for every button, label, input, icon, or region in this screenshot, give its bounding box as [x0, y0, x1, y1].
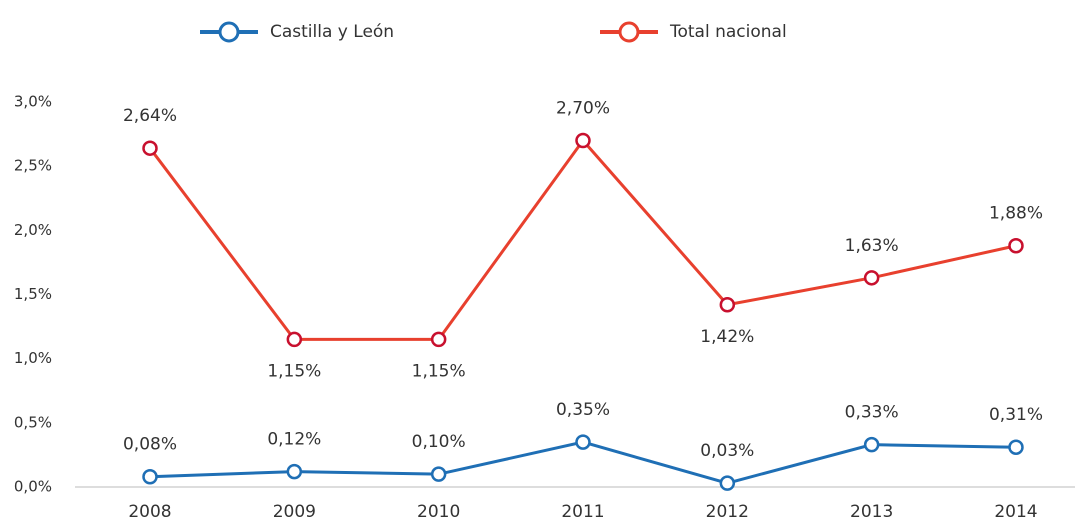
point — [575, 434, 591, 450]
data-label: 1,42% — [700, 327, 754, 347]
data-label: 0,12% — [267, 430, 321, 450]
y-tick-label: 1,0% — [14, 349, 52, 367]
point — [863, 270, 880, 286]
point — [575, 132, 591, 149]
point — [286, 331, 303, 348]
data-label: 0,33% — [845, 403, 899, 423]
y-tick-label: 2,0% — [14, 221, 52, 239]
x-tick-label: 2008 — [128, 502, 171, 522]
y-tick-label: 1,5% — [14, 285, 52, 303]
point — [430, 466, 447, 482]
point — [430, 331, 447, 348]
data-label: 0,10% — [412, 432, 466, 452]
data-label: 1,88% — [989, 204, 1043, 224]
data-label: 0,03% — [700, 441, 754, 461]
x-tick-label: 2014 — [994, 502, 1037, 522]
x-tick-label: 2010 — [417, 502, 460, 522]
data-label: 2,64% — [123, 106, 177, 126]
data-label: 2,70% — [556, 99, 610, 119]
y-tick-label: 3,0% — [14, 93, 52, 111]
data-label: 0,35% — [556, 400, 610, 420]
x-tick-label: 2011 — [561, 502, 604, 522]
point — [286, 463, 303, 480]
point — [142, 468, 158, 485]
legend-label: Total nacional — [669, 22, 787, 42]
point — [719, 475, 736, 491]
x-tick-label: 2009 — [273, 502, 316, 522]
point — [1008, 439, 1024, 455]
point — [719, 297, 736, 313]
point — [863, 436, 880, 453]
data-label: 0,08% — [123, 435, 177, 455]
x-tick-label: 2013 — [850, 502, 893, 522]
data-label: 1,15% — [267, 361, 321, 381]
y-tick-label: 2,5% — [14, 157, 52, 175]
legend-marker — [618, 21, 640, 43]
point — [1008, 237, 1024, 254]
data-label: 0,31% — [989, 405, 1043, 425]
legend-marker — [218, 21, 240, 43]
legend-label: Castilla y León — [270, 22, 394, 42]
point — [142, 140, 158, 156]
y-tick-label: 0,0% — [14, 478, 52, 496]
x-tick-label: 2012 — [706, 502, 749, 522]
y-tick-label: 0,5% — [14, 413, 52, 431]
data-label: 1,15% — [412, 361, 466, 381]
data-label: 1,63% — [845, 236, 899, 256]
